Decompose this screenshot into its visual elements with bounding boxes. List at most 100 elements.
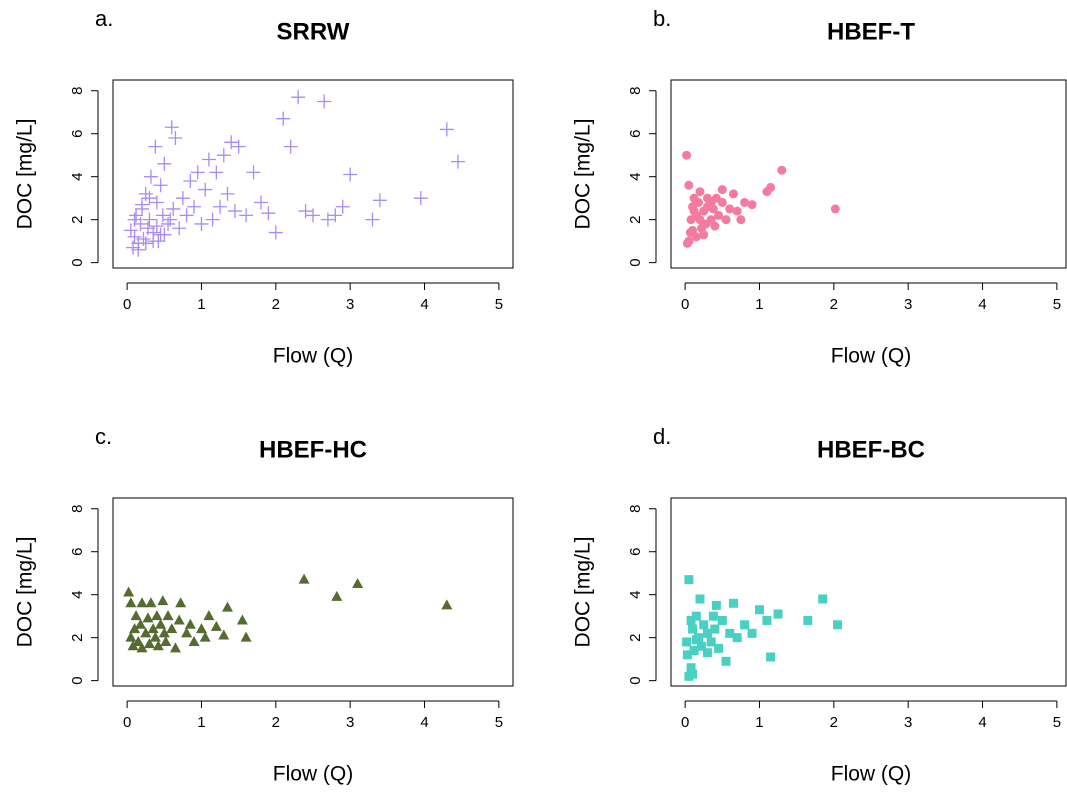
point	[153, 178, 168, 193]
x-tick-label: 1	[755, 714, 763, 731]
panel-title: HBEF-T	[827, 18, 915, 45]
point	[166, 623, 178, 634]
point	[682, 637, 692, 647]
x-axis-label: Flow (Q)	[273, 345, 354, 368]
point	[721, 656, 731, 666]
y-tick-label: 0	[627, 258, 644, 266]
point	[166, 201, 181, 216]
point	[187, 199, 202, 214]
point	[135, 618, 147, 629]
point	[172, 221, 187, 236]
point	[127, 229, 142, 244]
point	[717, 185, 727, 195]
point	[157, 227, 172, 242]
point	[702, 628, 712, 638]
point	[157, 156, 172, 171]
x-tick-label: 0	[681, 296, 689, 313]
point	[175, 597, 187, 608]
point	[155, 208, 170, 223]
point	[684, 180, 694, 190]
point	[830, 204, 840, 214]
y-axis-label: DOC [mg/L]	[572, 119, 595, 230]
point	[682, 150, 692, 160]
point	[175, 191, 190, 206]
x-tick-label: 5	[495, 714, 503, 731]
point	[183, 173, 198, 188]
point	[149, 631, 161, 642]
y-tick-label: 0	[627, 676, 644, 684]
point	[766, 182, 776, 192]
point	[209, 165, 224, 180]
y-tick-label: 2	[627, 215, 644, 223]
point	[216, 148, 231, 163]
point	[131, 242, 146, 257]
point	[155, 618, 167, 629]
point	[149, 195, 164, 210]
point	[143, 638, 155, 649]
x-tick-label: 2	[830, 714, 838, 731]
point	[766, 652, 776, 662]
point	[343, 167, 358, 182]
point	[747, 628, 757, 638]
y-tick-label: 8	[69, 87, 86, 95]
point	[148, 139, 163, 154]
point	[725, 204, 735, 214]
point	[686, 615, 696, 625]
point	[686, 663, 696, 673]
point	[283, 139, 298, 154]
y-tick-label: 4	[69, 591, 86, 599]
point	[352, 577, 364, 588]
point	[762, 615, 772, 625]
point	[777, 165, 787, 175]
point	[143, 169, 158, 184]
panel-label: d.	[653, 424, 671, 449]
x-axis-label: Flow (Q)	[831, 345, 912, 368]
point	[335, 199, 350, 214]
point	[708, 611, 718, 621]
y-tick-label: 6	[627, 130, 644, 138]
x-axis-label: Flow (Q)	[273, 763, 354, 786]
point	[240, 631, 252, 642]
point	[190, 165, 205, 180]
y-axis-label: DOC [mg/L]	[14, 537, 37, 648]
point	[151, 610, 163, 621]
point	[691, 635, 701, 645]
point	[736, 215, 746, 225]
panel-label: b.	[653, 6, 671, 31]
point	[136, 597, 148, 608]
point	[702, 648, 712, 658]
y-tick-label: 2	[69, 633, 86, 641]
plot-frame	[670, 497, 1067, 687]
y-tick-label: 6	[69, 130, 86, 138]
x-tick-label: 1	[755, 296, 763, 313]
point	[184, 618, 196, 629]
plot-frame	[112, 497, 514, 687]
point	[710, 221, 720, 231]
point	[740, 197, 750, 207]
point	[123, 223, 138, 238]
y-tick-label: 6	[627, 548, 644, 556]
point	[158, 627, 170, 638]
point	[129, 623, 141, 634]
point	[706, 197, 716, 207]
point	[688, 624, 698, 634]
panel-label: a.	[95, 6, 113, 31]
y-tick-label: 4	[627, 173, 644, 181]
y-tick-label: 2	[69, 215, 86, 223]
y-tick-label: 4	[69, 173, 86, 181]
x-tick-label: 4	[978, 714, 986, 731]
point	[205, 212, 220, 227]
point	[682, 650, 692, 660]
point	[803, 615, 813, 625]
panel-label: c.	[95, 424, 112, 449]
point	[717, 615, 727, 625]
y-tick-label: 0	[69, 676, 86, 684]
point	[160, 635, 172, 646]
x-tick-label: 0	[681, 714, 689, 731]
x-tick-label: 5	[1053, 714, 1061, 731]
point	[754, 605, 764, 615]
point	[145, 597, 157, 608]
x-tick-label: 4	[420, 296, 428, 313]
point	[747, 200, 757, 210]
